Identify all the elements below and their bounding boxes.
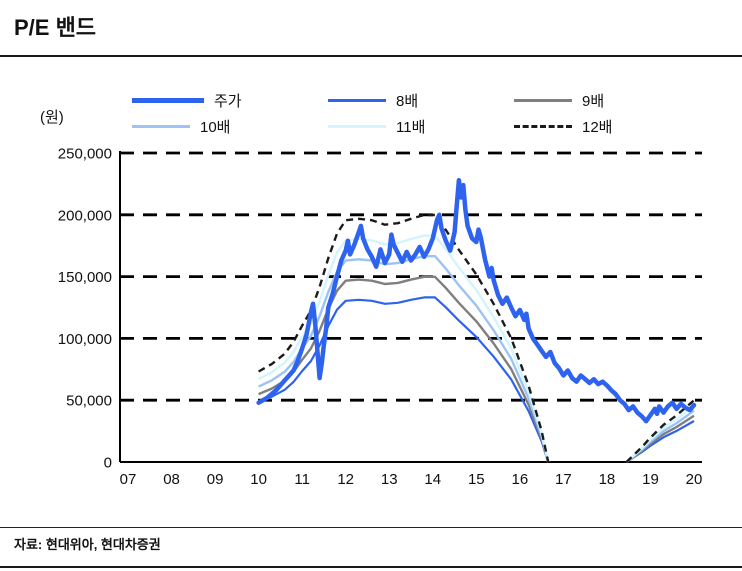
page-title: P/E 밴드 <box>14 15 97 40</box>
price-line <box>256 177 697 424</box>
footer-divider-top <box>0 527 742 528</box>
legend-label-x10: 10배 <box>200 118 231 136</box>
legend-swatch-price <box>132 97 204 103</box>
y-tick-label: 150,000 <box>58 269 112 286</box>
legend-swatch-x9 <box>514 98 572 102</box>
legend-swatch-x10 <box>132 124 190 128</box>
legend-label-x11: 11배 <box>396 118 426 136</box>
footer-divider-bottom <box>0 566 742 568</box>
x-tick-label: 17 <box>555 471 572 488</box>
band-line-x12 <box>258 213 695 463</box>
x-tick-label: 18 <box>599 471 616 488</box>
legend-item-x11: 11배 <box>328 117 514 136</box>
legend-item-x10: 10배 <box>132 117 328 136</box>
legend-label-price: 주가 <box>214 92 242 110</box>
legend-item-x12: 12배 <box>514 117 613 136</box>
y-tick-label: 0 <box>104 455 112 472</box>
legend-label-x12: 12배 <box>582 118 613 136</box>
legend-item-x9: 9배 <box>514 91 613 110</box>
x-tick-label: 14 <box>424 471 441 488</box>
x-tick-label: 19 <box>642 471 659 488</box>
x-tick-label: 08 <box>163 471 180 488</box>
legend-item-x8: 8배 <box>328 91 514 110</box>
x-tick-label: 20 <box>686 471 703 488</box>
x-tick-label: 10 <box>250 471 267 488</box>
x-tick-label: 09 <box>207 471 224 488</box>
chart-legend: 주가 8배 9배 10배 11배 12배 <box>132 91 613 136</box>
y-tick-label: 100,000 <box>58 331 112 348</box>
legend-swatch-x11 <box>328 124 386 128</box>
header-divider <box>0 55 742 57</box>
y-tick-label: 250,000 <box>58 146 112 163</box>
source-note: 자료: 현대위아, 현대차증권 <box>14 537 161 552</box>
y-tick-label: 200,000 <box>58 207 112 224</box>
legend-item-price: 주가 <box>132 91 328 110</box>
y-tick-label: 50,000 <box>66 393 112 410</box>
legend-swatch-x8 <box>328 98 386 102</box>
x-tick-label: 15 <box>468 471 485 488</box>
legend-label-x8: 8배 <box>396 92 419 110</box>
x-tick-label: 12 <box>337 471 354 488</box>
y-axis-unit-label: (원) <box>40 109 64 126</box>
x-tick-label: 13 <box>381 471 398 488</box>
x-tick-label: 16 <box>512 471 529 488</box>
legend-swatch-x12 <box>514 124 572 128</box>
x-tick-label: 07 <box>120 471 137 488</box>
legend-label-x9: 9배 <box>582 92 605 110</box>
x-tick-label: 11 <box>294 471 310 488</box>
